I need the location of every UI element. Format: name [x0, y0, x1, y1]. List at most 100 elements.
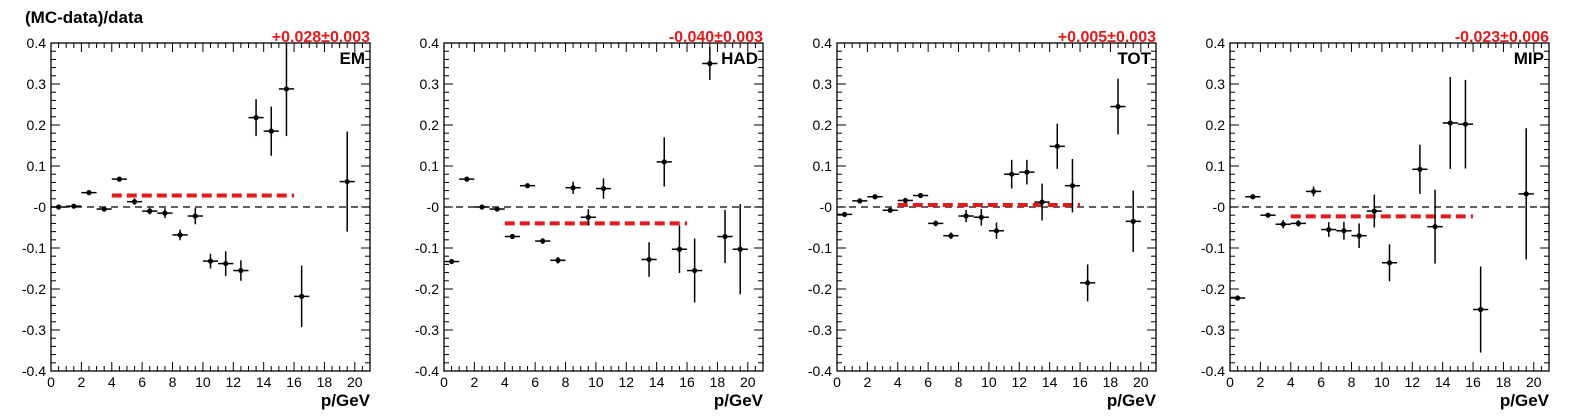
data-point [202, 253, 219, 269]
marker [1265, 212, 1271, 218]
y-tick-label: 0.1 [813, 158, 833, 174]
data-point [1019, 159, 1035, 185]
y-tick-label: 0.3 [27, 76, 47, 92]
marker [147, 208, 153, 214]
marker [268, 128, 274, 134]
data-point [867, 194, 883, 200]
data-point [248, 99, 264, 137]
y-tick-label: -0.1 [22, 240, 46, 256]
marker [299, 293, 305, 299]
data-point [1473, 266, 1489, 353]
x-tick-label: 4 [894, 374, 902, 390]
marker [692, 267, 698, 274]
data-point [897, 197, 913, 204]
data-point [1518, 128, 1534, 260]
panel-label: MIP [1514, 49, 1544, 68]
y-tick-label: 0.3 [420, 76, 440, 92]
y-tick-label: 0.4 [813, 35, 833, 51]
data-point [1412, 144, 1428, 194]
data-point [172, 229, 188, 241]
marker [948, 233, 954, 239]
x-tick-label: 12 [1404, 374, 1420, 390]
marker [1462, 121, 1469, 127]
marker [177, 232, 183, 238]
marker [963, 213, 969, 219]
x-tick-label: 14 [256, 374, 272, 390]
x-tick-label: 20 [1526, 374, 1542, 390]
y-tick-label: -0 [427, 199, 440, 215]
data-point [550, 257, 566, 264]
marker [1039, 199, 1045, 205]
marker [71, 203, 77, 209]
x-tick-label: 4 [1287, 374, 1295, 390]
y-tick-label: -0.4 [808, 363, 832, 379]
marker [162, 210, 168, 216]
x-tick-label: 12 [1011, 374, 1027, 390]
data-point [1260, 212, 1276, 218]
data-point [187, 207, 203, 225]
x-tick-label: 2 [1256, 374, 1264, 390]
data-point [294, 265, 310, 328]
y-tick-label: -0.1 [808, 240, 832, 256]
panel-em: -0.4 -0.3 -0.2 -0.1 -0 0.1 0.2 0.3 0.4 0 2 4 6 8 10 12 1… [22, 29, 371, 410]
data-point [1381, 244, 1398, 282]
y-tick-label: -0.2 [808, 281, 832, 297]
marker [555, 257, 561, 263]
data-point [233, 260, 249, 281]
data-point [459, 176, 475, 182]
data-point [1034, 183, 1050, 221]
x-tick-label: 8 [955, 374, 963, 390]
data-point [595, 178, 612, 199]
marker [253, 115, 259, 121]
data-point [263, 106, 279, 156]
marker [1234, 295, 1241, 301]
data-point [66, 203, 82, 209]
data-point [1080, 264, 1096, 302]
marker [1054, 143, 1060, 149]
y-tick-label: -0.2 [1201, 281, 1225, 297]
marker [707, 60, 713, 67]
data-point [687, 238, 703, 303]
data-point [1004, 159, 1020, 189]
data-point [1230, 295, 1246, 301]
marker [585, 214, 591, 220]
marker [722, 233, 728, 240]
y-tick-label: -0.1 [1201, 240, 1225, 256]
marker [1356, 233, 1362, 239]
panel-tot: -0.4 -0.3 -0.2 -0.1 -0 0.1 0.2 0.3 0.4 0 2 4 6 8 10 12 1… [808, 29, 1157, 410]
marker [933, 220, 939, 226]
x-axis-label: p/GeV [321, 391, 371, 410]
data-point [1049, 123, 1065, 169]
y-tick-label: 0.1 [1206, 158, 1226, 174]
marker [1326, 226, 1332, 233]
marker [540, 238, 546, 244]
x-tick-label: 6 [138, 374, 146, 390]
marker [1386, 260, 1393, 266]
data-point [837, 211, 853, 217]
x-tick-label: 20 [1133, 374, 1149, 390]
data-point [535, 238, 551, 244]
marker [1371, 208, 1377, 214]
data-point [1321, 222, 1337, 237]
y-tick-label: -0.3 [1201, 322, 1225, 338]
x-tick-label: 6 [531, 374, 539, 390]
marker [978, 214, 984, 220]
x-axis-label: p/GeV [1107, 391, 1157, 410]
marker [1310, 188, 1317, 195]
marker [676, 246, 683, 252]
marker [1130, 218, 1136, 224]
y-tick-label: 0.3 [1206, 76, 1226, 92]
x-tick-label: 20 [740, 374, 756, 390]
data-point [973, 209, 989, 226]
marker [1341, 228, 1347, 234]
data-point [157, 208, 173, 219]
x-tick-label: 8 [562, 374, 570, 390]
marker [1069, 183, 1076, 189]
data-point [958, 209, 974, 223]
marker [116, 176, 122, 182]
data-point [126, 198, 143, 205]
marker [101, 206, 107, 212]
marker [283, 86, 290, 92]
panel-label: TOT [1117, 49, 1151, 68]
x-tick-label: 10 [195, 374, 211, 390]
